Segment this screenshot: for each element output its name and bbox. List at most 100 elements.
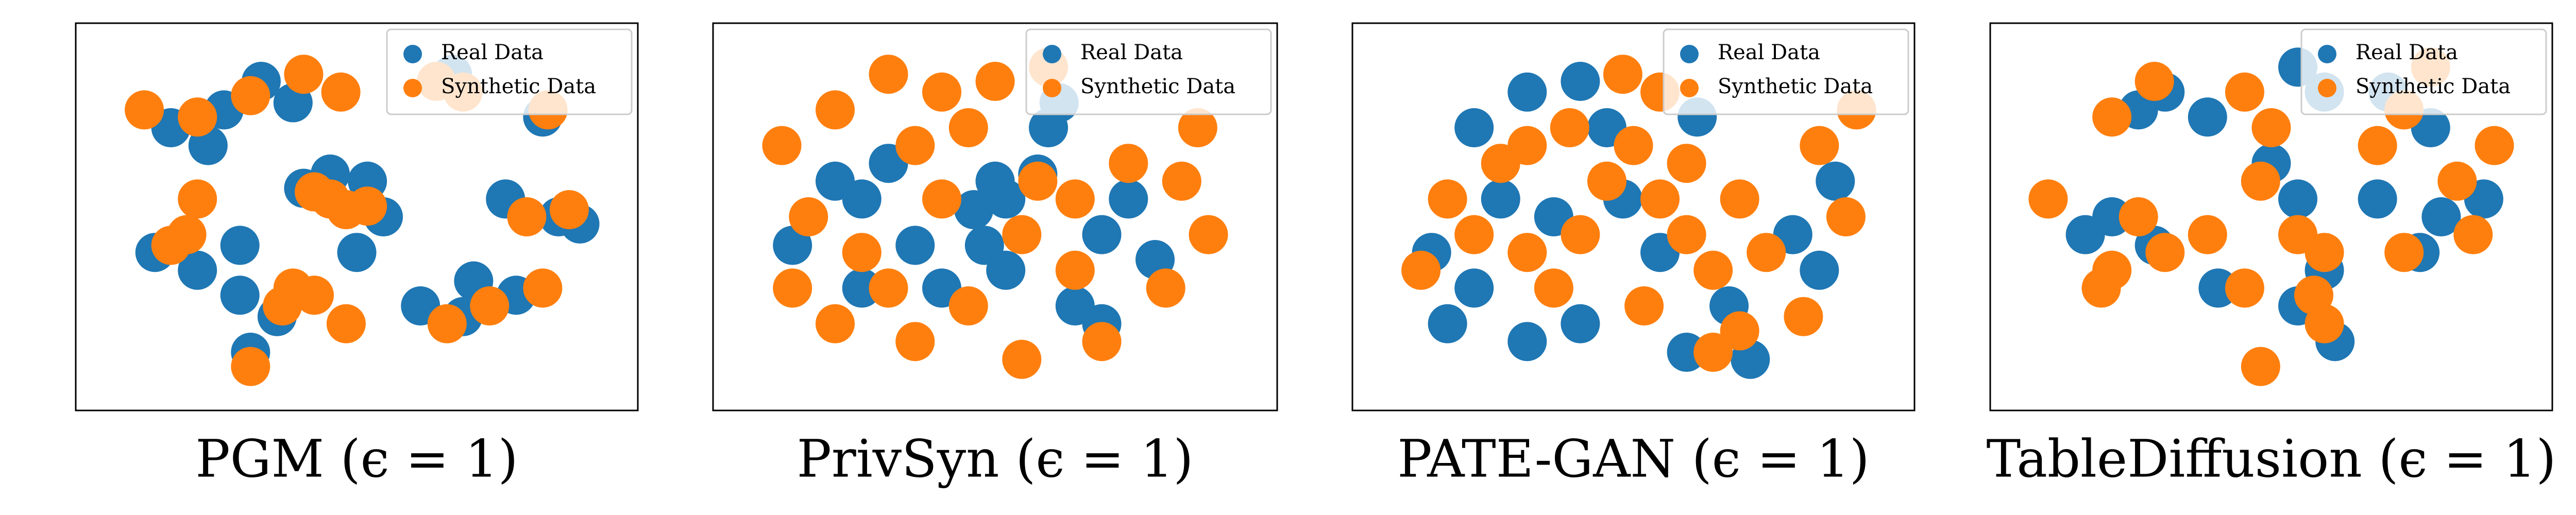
data-point — [295, 172, 334, 212]
data-point — [1561, 215, 1600, 254]
legend-label: Real Data — [2355, 41, 2458, 64]
data-point — [2145, 233, 2185, 272]
data-point — [2065, 215, 2105, 254]
data-point — [2421, 197, 2461, 236]
data-point — [1082, 215, 1122, 254]
panel-caption: PATE-GAN (ϵ = 1) — [1397, 429, 1870, 489]
legend-marker — [1680, 45, 1699, 63]
data-point — [1082, 322, 1122, 362]
data-point — [1720, 179, 1759, 219]
data-point — [178, 179, 217, 219]
data-point — [549, 190, 589, 230]
data-point — [1667, 215, 1706, 254]
data-point — [2134, 62, 2174, 101]
data-point — [1162, 161, 1201, 201]
panel-caption: PrivSyn (ϵ = 1) — [797, 429, 1194, 489]
data-point — [1784, 297, 1823, 336]
legend-label: Synthetic Data — [1718, 75, 1873, 98]
data-point — [1603, 55, 1642, 94]
axes-frame — [1351, 22, 1916, 411]
data-point — [2028, 179, 2068, 219]
data-point — [986, 179, 1026, 219]
data-point — [895, 126, 935, 165]
data-point — [1055, 179, 1095, 219]
data-point — [178, 250, 217, 290]
data-point — [975, 62, 1015, 101]
data-point — [321, 72, 361, 112]
data-point — [922, 72, 961, 112]
plot-area — [1401, 55, 1876, 379]
data-point — [869, 268, 908, 308]
data-point — [869, 55, 908, 94]
data-point — [1454, 268, 1494, 308]
data-point — [1747, 233, 1786, 272]
data-point — [326, 304, 366, 344]
legend-label: Synthetic Data — [2355, 75, 2511, 98]
data-point — [1800, 126, 1839, 165]
legend-marker — [2318, 79, 2336, 97]
data-point — [1587, 161, 1626, 201]
data-point — [2241, 161, 2280, 201]
data-point — [1481, 179, 1520, 219]
data-point — [1624, 286, 1664, 325]
data-point — [1454, 215, 1494, 254]
data-point — [762, 126, 802, 165]
legend-marker — [1680, 79, 1699, 97]
legend-box — [1663, 28, 1909, 115]
data-point — [1800, 250, 1839, 290]
data-point — [1534, 268, 1573, 308]
data-point — [2475, 126, 2514, 165]
data-point — [1428, 179, 1467, 219]
data-point — [1816, 161, 1855, 201]
data-point — [220, 226, 260, 265]
data-point — [789, 197, 828, 236]
data-point — [2225, 268, 2264, 308]
legend-label: Real Data — [1718, 41, 1820, 64]
data-point — [470, 286, 510, 325]
legend-marker — [1043, 45, 1061, 63]
data-point — [1507, 72, 1547, 112]
legend-marker — [403, 79, 422, 97]
data-point — [2188, 215, 2227, 254]
axes-frame — [1989, 22, 2553, 411]
data-point — [2188, 97, 2227, 137]
legend-label: Synthetic Data — [441, 75, 596, 98]
data-point — [2251, 108, 2291, 147]
data-point — [337, 233, 377, 272]
data-point — [1720, 311, 1759, 351]
data-point — [816, 304, 855, 344]
data-point — [1826, 197, 1866, 236]
legend-label: Real Data — [441, 41, 544, 64]
legend-box — [1025, 28, 1272, 115]
data-point — [1507, 322, 1547, 362]
data-point — [348, 186, 387, 226]
data-point — [1146, 268, 1185, 308]
data-point — [1002, 215, 1042, 254]
data-point — [1401, 250, 1441, 290]
data-point — [1109, 144, 1148, 183]
legend-box — [386, 28, 633, 115]
data-point — [427, 304, 467, 344]
axes-frame — [712, 22, 1278, 411]
legend-label: Real Data — [1080, 41, 1183, 64]
data-point — [1640, 179, 1680, 219]
panel-caption: PGM (ϵ = 1) — [195, 429, 518, 489]
data-point — [231, 347, 270, 386]
data-point — [816, 90, 855, 130]
data-point — [2358, 179, 2397, 219]
data-point — [2358, 126, 2397, 165]
data-point — [507, 197, 547, 236]
data-point — [2453, 215, 2493, 254]
data-point — [1550, 108, 1589, 147]
plot-area — [125, 55, 600, 386]
legend-marker — [1043, 79, 1061, 97]
data-point — [2437, 161, 2477, 201]
data-point — [954, 190, 994, 230]
data-point — [922, 179, 961, 219]
data-point — [523, 268, 563, 308]
data-point — [1055, 250, 1095, 290]
data-point — [2241, 347, 2280, 386]
data-point — [948, 108, 988, 147]
data-point — [125, 90, 164, 130]
data-point — [2119, 197, 2158, 236]
